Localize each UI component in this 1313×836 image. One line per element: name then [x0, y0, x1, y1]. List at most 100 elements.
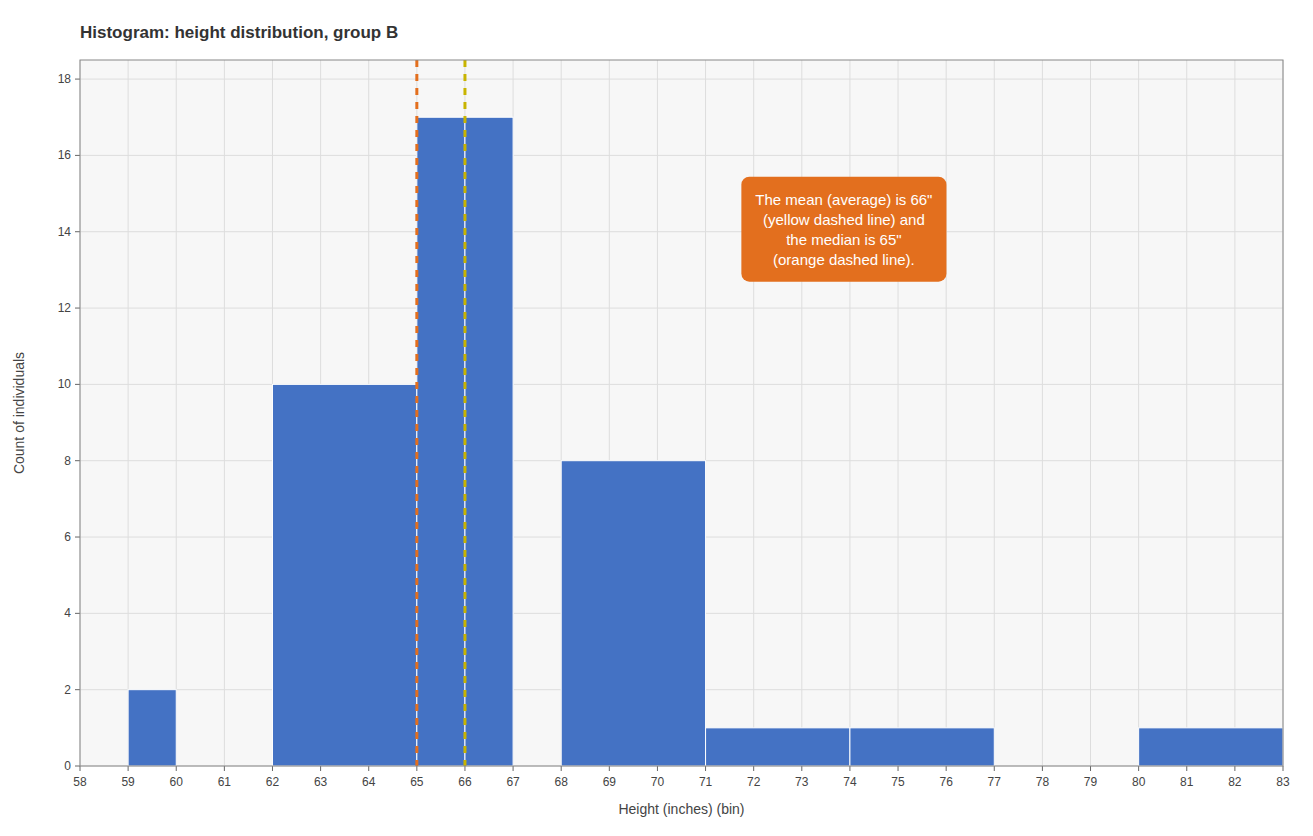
tick-y — [75, 231, 80, 232]
bar — [561, 461, 705, 766]
grid-line-x — [994, 60, 995, 766]
tick-x — [994, 766, 995, 771]
title: Histogram: height distribution, group B — [80, 23, 398, 42]
tick-x — [1186, 766, 1187, 771]
grid-line-x — [801, 60, 802, 766]
grid-line-x — [1234, 60, 1235, 766]
bar — [128, 690, 176, 766]
bar — [706, 728, 850, 766]
tick-label-x: 81 — [1180, 775, 1194, 789]
annotation-line: (orange dashed line). — [773, 251, 915, 268]
tick-label-x: 71 — [699, 775, 713, 789]
plot-frame — [80, 60, 1283, 766]
tick-x — [513, 766, 514, 771]
tick-label-x: 64 — [362, 775, 376, 789]
tick-x — [368, 766, 369, 771]
tick-label-x: 67 — [506, 775, 520, 789]
tick-label-x: 79 — [1084, 775, 1098, 789]
tick-x — [80, 766, 81, 771]
tick-x — [416, 766, 417, 771]
bar — [417, 117, 465, 766]
annotation-line: The mean (average) is 66" — [755, 191, 932, 208]
grid-line-x — [224, 60, 225, 766]
tick-x — [657, 766, 658, 771]
bar — [850, 728, 994, 766]
grid-line-y — [80, 79, 1283, 80]
tick-x — [320, 766, 321, 771]
tick-label-y: 2 — [64, 683, 71, 697]
tick-label-x: 65 — [410, 775, 424, 789]
tick-label-x: 72 — [747, 775, 761, 789]
grid-line-x — [128, 60, 129, 766]
tick-y — [75, 460, 80, 461]
tick-label-x: 60 — [170, 775, 184, 789]
tick-y — [75, 537, 80, 538]
tick-label-x: 74 — [843, 775, 857, 789]
tick-label-x: 69 — [603, 775, 617, 789]
tick-label-x: 73 — [795, 775, 809, 789]
tick-x — [1042, 766, 1043, 771]
tick-x — [753, 766, 754, 771]
tick-label-x: 68 — [555, 775, 569, 789]
tick-y — [75, 308, 80, 309]
tick-label-y: 18 — [58, 72, 72, 86]
tick-label-y: 12 — [58, 301, 72, 315]
annotation-line: the median is 65" — [786, 231, 901, 248]
tick-label-x: 80 — [1132, 775, 1146, 789]
grid-line-y — [80, 384, 1283, 385]
tick-label-y: 6 — [64, 530, 71, 544]
tick-x — [224, 766, 225, 771]
tick-label-x: 61 — [218, 775, 232, 789]
tick-y — [75, 79, 80, 80]
tick-y — [75, 384, 80, 385]
annotation-text: The mean (average) is 66" (yellow dashed … — [755, 191, 932, 268]
tick-x — [1138, 766, 1139, 771]
annotation-box — [741, 177, 946, 282]
grid-line-y — [80, 155, 1283, 156]
tick-y — [75, 155, 80, 156]
data-layer — [128, 60, 1283, 766]
tick-label-x: 77 — [988, 775, 1002, 789]
tick-x — [801, 766, 802, 771]
tick-y — [75, 766, 80, 767]
y-axis-label: Count of individuals — [11, 352, 27, 474]
grid — [80, 60, 1283, 766]
grid-line-x — [1186, 60, 1187, 766]
tick-label-y: 14 — [58, 225, 72, 239]
tick-x — [898, 766, 899, 771]
grid-line-x — [849, 60, 850, 766]
bar — [272, 384, 416, 766]
plot-area — [80, 60, 1283, 766]
tick-x — [176, 766, 177, 771]
tick-label-y: 4 — [64, 606, 71, 620]
tick-label-y: 16 — [58, 148, 72, 162]
tick-label-x: 62 — [266, 775, 280, 789]
tick-label-x: 78 — [1036, 775, 1050, 789]
tick-y — [75, 613, 80, 614]
grid-line-x — [1090, 60, 1091, 766]
tick-x — [128, 766, 129, 771]
tick-x — [1234, 766, 1235, 771]
annotation-line: (yellow dashed line) and — [763, 211, 925, 228]
tick-label-x: 76 — [939, 775, 953, 789]
grid-line-y — [80, 308, 1283, 309]
grid-line-x — [1138, 60, 1139, 766]
grid-line-y — [80, 231, 1283, 232]
tick-x — [561, 766, 562, 771]
tick-x — [464, 766, 465, 771]
tick-x — [849, 766, 850, 771]
grid-line-x — [898, 60, 899, 766]
tick-x — [609, 766, 610, 771]
tick-label-y: 0 — [64, 759, 71, 773]
bar — [1139, 728, 1283, 766]
tick-x — [705, 766, 706, 771]
grid-line-x — [1042, 60, 1043, 766]
tick-label-x: 70 — [651, 775, 665, 789]
tick-label-x: 75 — [891, 775, 905, 789]
tick-x — [946, 766, 947, 771]
grid-line-x — [753, 60, 754, 766]
tick-label-x: 66 — [458, 775, 472, 789]
annotation: The mean (average) is 66" (yellow dashed … — [741, 177, 946, 282]
grid-line-x — [946, 60, 947, 766]
tick-x — [1283, 766, 1284, 771]
